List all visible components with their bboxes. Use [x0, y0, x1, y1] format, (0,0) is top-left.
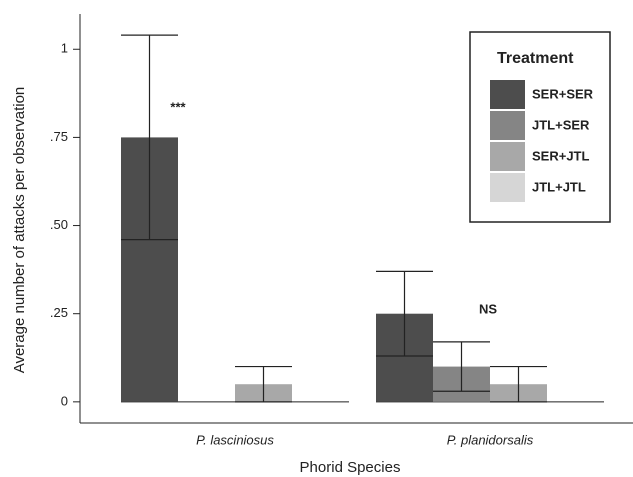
legend-swatch	[490, 80, 525, 109]
legend-label: SER+SER	[532, 86, 594, 101]
x-axis-title: Phorid Species	[300, 459, 401, 476]
legend-title: Treatment	[497, 50, 574, 67]
annotation: NS	[479, 301, 497, 316]
legend-swatch	[490, 173, 525, 202]
y-tick-label: .25	[50, 305, 68, 320]
error-bar	[235, 365, 292, 403]
legend-label: JTL+SER	[532, 117, 590, 132]
y-tick-label: .50	[50, 217, 68, 232]
x-tick-label: P. planidorsalis	[447, 432, 534, 447]
x-tick-label: P. lasciniosus	[196, 432, 274, 447]
y-tick-label: 0	[61, 393, 68, 408]
legend-label: JTL+JTL	[532, 179, 586, 194]
y-tick-label: 1	[61, 41, 68, 56]
annotation: ***	[170, 99, 186, 114]
error-bar	[376, 270, 433, 357]
legend-label: SER+JTL	[532, 148, 589, 163]
y-axis-title: Average number of attacks per observatio…	[11, 87, 28, 374]
y-tick-label: .75	[50, 129, 68, 144]
error-bar	[121, 34, 178, 241]
legend-swatch	[490, 142, 525, 171]
error-bar	[490, 365, 547, 403]
legend-swatch	[490, 111, 525, 140]
error-bar	[433, 341, 490, 392]
